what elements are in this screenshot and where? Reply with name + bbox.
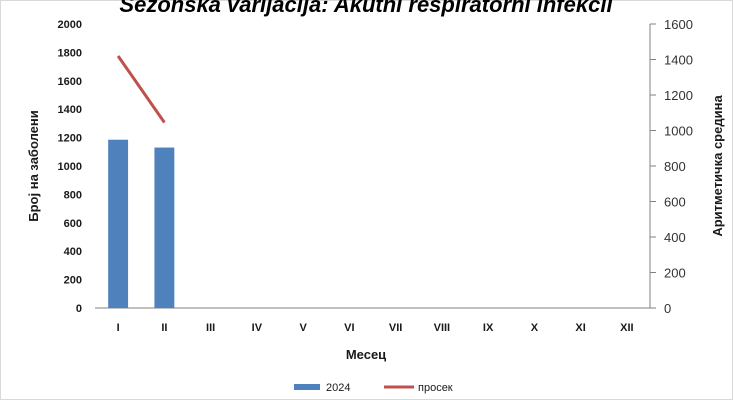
legend: 2024 просек: [294, 382, 453, 394]
y2-tick-label: 600: [664, 195, 686, 210]
bar-series: [108, 139, 175, 308]
x-tick-label: VI: [344, 322, 354, 334]
y2-tick-label: 1200: [664, 88, 693, 103]
line-series: [116, 55, 166, 124]
y-tick-label: 1200: [58, 133, 82, 145]
x-axis-ticks: I II III IV V VI VII VIII IX X XI XII: [117, 322, 634, 334]
x-tick-label: X: [531, 322, 539, 334]
y-tick-label: 1800: [58, 47, 82, 59]
y2-tick-label: 200: [664, 266, 686, 281]
y2-tick-label: 800: [664, 159, 686, 174]
x-tick-label: VIII: [434, 322, 451, 334]
y2-tick-label: 1600: [664, 17, 693, 32]
y-tick-label: 200: [64, 275, 82, 287]
x-tick-label: VII: [389, 322, 402, 334]
left-axis-ticks: 0 200 400 600 800 1000 1200 1400 1600 1800 2000: [58, 19, 82, 315]
y-tick-label: 1400: [58, 104, 82, 116]
x-tick-label: IV: [252, 322, 263, 334]
y-tick-label: 400: [64, 246, 82, 258]
y-tick-label: 1000: [58, 161, 82, 173]
line-prosek: [116, 55, 166, 124]
y-tick-label: 1600: [58, 76, 82, 88]
x-tick-label: XII: [620, 322, 633, 334]
legend-label-prosek: просек: [418, 382, 453, 394]
y2-tick-label: 400: [664, 230, 686, 245]
y-tick-label: 0: [76, 303, 82, 315]
y-tick-label: 2000: [58, 19, 82, 31]
x-tick-label: III: [206, 322, 215, 334]
bar-I: [108, 139, 129, 308]
plot-area: 0 200 400 600 800 1000 1200 1400 1600 1800 2000 0 2…: [58, 17, 693, 334]
y2-tick-label: 1400: [664, 53, 693, 68]
right-axis-ticks: 0 200 400 600 800 1000 1200 1400 1600: [650, 17, 693, 316]
y-tick-label: 600: [64, 218, 82, 230]
bar-II: [154, 147, 175, 308]
x-axis-title: Месец: [346, 347, 386, 362]
legend-label-2024: 2024: [326, 382, 350, 394]
y2-tick-label: 0: [664, 301, 671, 316]
y-axis-title: Број на заболени: [26, 110, 41, 221]
x-tick-label: V: [299, 322, 307, 334]
y-tick-label: 800: [64, 189, 82, 201]
y2-axis-title: Аритметичка средина: [710, 95, 725, 237]
x-tick-label: II: [161, 322, 167, 334]
y2-tick-label: 1000: [664, 124, 693, 139]
x-tick-label: IX: [483, 322, 494, 334]
legend-swatch-2024: [294, 384, 320, 390]
chart-title: Sezonska varijacija: Akutni respiratorni…: [119, 0, 613, 17]
x-tick-label: I: [117, 322, 120, 334]
x-tick-label: XI: [575, 322, 585, 334]
